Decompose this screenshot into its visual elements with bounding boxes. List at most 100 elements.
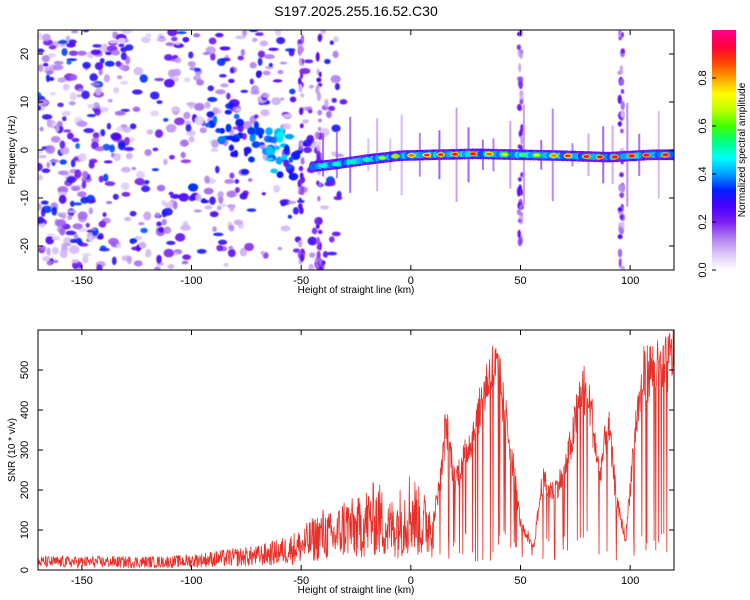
spectrogram-noise-blob: [176, 31, 187, 35]
spectrogram-noise-blob: [220, 83, 229, 88]
spectrogram-noise-blob: [120, 52, 127, 61]
spectrogram-noise-blob: [272, 79, 283, 83]
spectrogram-noise-blob: [240, 89, 249, 93]
spectrogram-noise-blob: [73, 202, 83, 206]
spectrogram-noise-blob: [62, 116, 67, 122]
spectrogram-noise-blob: [116, 126, 124, 133]
spectrogram-noise-blob: [226, 190, 237, 198]
snr-x-ticks: -150 -100 -50 0 50 100: [71, 330, 639, 587]
spectrogram-noise-blob: [199, 127, 207, 134]
spectrogram-energy-blob: [225, 123, 232, 133]
spectrogram-noise-blob: [145, 248, 152, 258]
spectrogram-noise-blob: [68, 101, 76, 106]
spectrogram-energy-blob: [215, 128, 221, 133]
spectrogram-noise-blob: [103, 160, 113, 164]
spectrogram-noise-blob: [46, 233, 56, 237]
spectrogram-streak-blob: [619, 192, 625, 198]
spectrogram-noise-blob: [193, 209, 202, 213]
spectrogram-noise-blob: [89, 199, 96, 203]
spectrogram-noise-blob: [95, 146, 105, 152]
spectrogram-track-body: [669, 151, 674, 158]
spectrogram-noise-blob: [171, 36, 178, 42]
spectrogram-noise-blob: [161, 200, 166, 206]
spectrogram-energy-blob: [233, 149, 239, 158]
spectrogram-noise-blob: [182, 254, 191, 260]
spectrogram-noise-blob: [38, 92, 42, 100]
spectrogram-noise-blob: [81, 90, 90, 100]
spectrogram-noise-blob: [168, 154, 175, 160]
spectrogram-track-core: [583, 155, 590, 158]
spectrogram-noise-blob: [59, 159, 67, 165]
spectrogram-streak-blob: [516, 186, 521, 197]
colorbar-tick-label: 0.2: [697, 214, 709, 229]
spectrogram-noise-blob: [204, 205, 213, 210]
spectrogram-noise-blob: [107, 98, 113, 103]
spectrogram-noise-blob: [55, 125, 60, 133]
spectrogram-noise-blob: [210, 139, 219, 148]
spectrogram-x-tick-label: -100: [181, 275, 203, 287]
spectrogram-noise-blob: [187, 61, 197, 67]
spectrogram-noise-blob: [156, 254, 162, 264]
spectrogram-noise-blob: [57, 40, 68, 45]
spectrogram-noise-blob: [156, 184, 166, 192]
spectrogram-noise-blob: [118, 43, 125, 48]
spectrogram-energy-blob: [265, 157, 274, 162]
spectrogram-noise-blob: [253, 114, 259, 119]
spectrogram-noise-blob: [188, 195, 196, 202]
spectrogram-track-core: [333, 162, 340, 166]
spectrogram-y-tick-label: -10: [19, 190, 31, 206]
spectrogram-energy-blob: [247, 127, 256, 135]
spectrogram-energy-blob: [286, 164, 293, 170]
spectrogram-noise-blob: [174, 233, 186, 242]
spectrogram-noise-blob: [129, 123, 137, 130]
spectrogram-noise-blob: [93, 101, 100, 110]
spectrogram-noise-blob: [66, 209, 77, 214]
spectrogram-noise-blob: [207, 85, 215, 92]
spectrogram-noise-blob: [181, 260, 189, 265]
spectrogram-track-core: [423, 153, 430, 157]
spectrogram-noise-blob: [68, 50, 78, 56]
spectrogram-noise-blob: [233, 219, 244, 226]
spectrogram-streak-blob: [315, 224, 320, 229]
spectrogram-noise-blob: [68, 245, 80, 254]
spectrogram-noise-blob: [112, 193, 119, 200]
spectrogram-noise-blob: [57, 102, 64, 108]
spectrogram-noise-blob: [154, 212, 161, 218]
spectrogram-energy-blob: [276, 131, 286, 138]
spectrogram-noise-blob: [175, 41, 181, 46]
spectrogram-noise-blob: [59, 146, 70, 155]
snr-y-tick-label: 100: [19, 521, 31, 539]
spectrogram-noise-blob: [228, 224, 235, 232]
spectrogram-track-core: [320, 164, 327, 168]
spectrogram-noise-blob: [49, 159, 60, 163]
spectrogram-noise-blob: [42, 255, 51, 262]
spectrogram-streak-blob: [516, 44, 521, 51]
spectrogram-noise-blob: [100, 129, 105, 137]
spectrogram-noise-blob: [154, 129, 164, 138]
spectrogram-streak-blob: [517, 229, 521, 239]
spectrogram-noise-blob: [219, 46, 231, 51]
spectrogram-noise-blob: [161, 218, 167, 226]
spectrogram-noise-blob: [116, 243, 122, 249]
spectrogram-noise-blob: [69, 200, 75, 207]
snr-panel: -150 -100 -50 0 50 100 0 100 200 300 400 500 Heigh…: [7, 329, 675, 596]
spectrogram-energy-blob: [253, 121, 259, 130]
spectrogram-track-core: [470, 152, 477, 156]
snr-y-tick-label: 400: [19, 401, 31, 419]
spectrogram-noise-blob: [66, 60, 72, 65]
spectrogram-streak-blob: [316, 91, 322, 102]
spectrogram-streak-blob: [617, 248, 623, 258]
spectrogram-noise-blob: [42, 62, 49, 67]
spectrogram-energy-blob: [284, 133, 295, 140]
spectrogram-noise-blob: [62, 83, 70, 91]
spectrogram-streak-blob: [299, 178, 305, 184]
spectrogram-noise-blob: [136, 170, 145, 180]
spectrogram-noise-blob: [167, 263, 175, 270]
spectrogram-noise-blob: [268, 47, 279, 52]
spectrogram-energy-blob: [288, 156, 294, 163]
spectrogram-energy-blob: [206, 111, 215, 118]
spectrogram-noise-blob: [165, 123, 177, 133]
spectrogram-track-core: [379, 156, 386, 160]
spectrogram-streak-blob: [317, 126, 322, 132]
spectrogram-noise-blob: [109, 144, 115, 153]
